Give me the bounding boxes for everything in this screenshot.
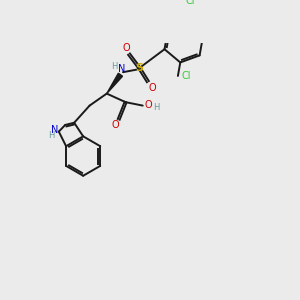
Text: O: O (123, 43, 130, 53)
Text: O: O (148, 82, 156, 93)
Text: H: H (111, 62, 118, 71)
Text: S: S (135, 63, 143, 73)
Text: H: H (48, 131, 54, 140)
Text: H: H (153, 103, 160, 112)
Text: N: N (118, 64, 125, 74)
Text: Cl: Cl (182, 71, 191, 81)
Polygon shape (107, 73, 122, 94)
Text: Cl: Cl (185, 0, 195, 6)
Text: O: O (145, 100, 152, 110)
Text: O: O (112, 120, 119, 130)
Text: N: N (51, 125, 58, 135)
